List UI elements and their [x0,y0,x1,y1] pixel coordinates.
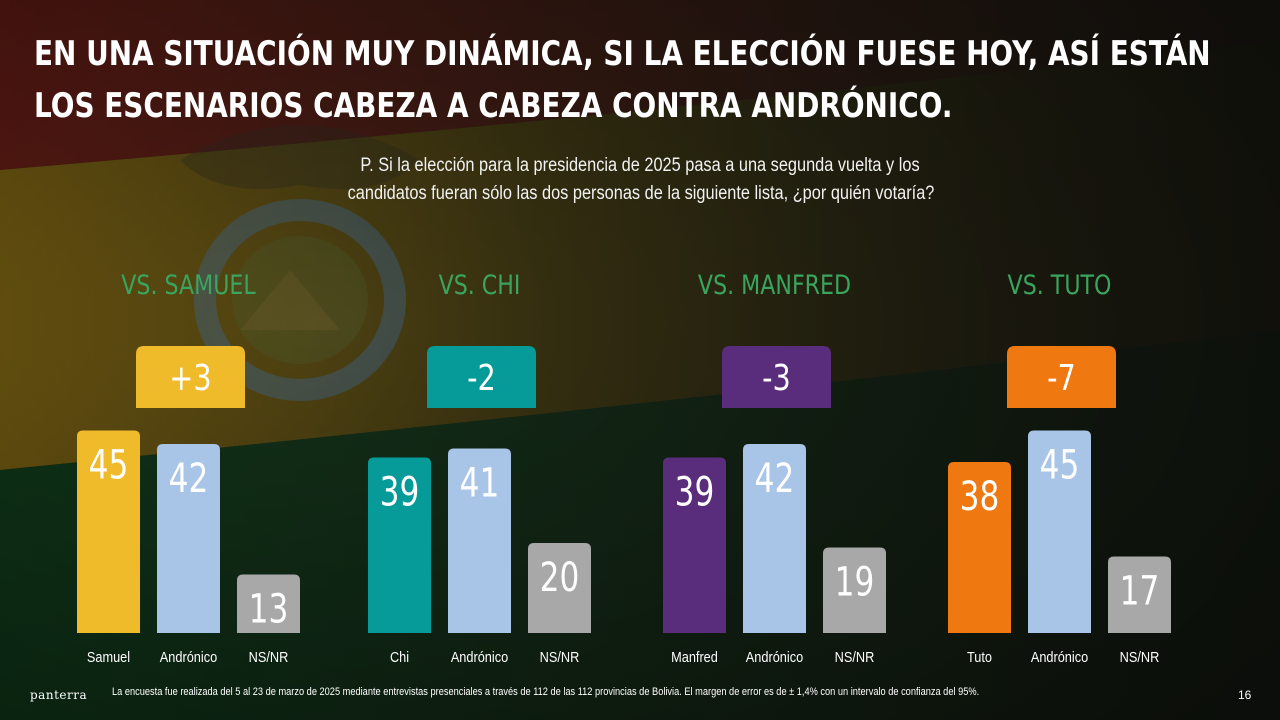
chart-heading: VS. CHI [439,269,521,301]
chart-group-1: VS. SAMUEL +3 45 Samuel 42 Andrónico 13 NS/NR [77,269,300,665]
difference-label: -7 [1047,357,1076,399]
bar-ns-nr [823,547,886,633]
methodology-footnote: La encuesta fue realizada del 5 al 23 de… [112,686,980,698]
category-label: NS/NR [249,648,289,665]
bar-value-label: 42 [169,456,209,502]
bar-value-label: 38 [960,474,1000,520]
bar-ns-nr [1108,556,1171,633]
question-line-2: candidatos fueran sólo las dos personas … [347,183,935,204]
category-label: Manfred [671,648,718,665]
bar-andr-nico [1028,430,1091,633]
bar-ns-nr [528,543,591,633]
page-number: 16 [1238,688,1252,702]
question-line-1: P. Si la elección para la presidencia de… [360,155,920,176]
difference-label: +3 [169,357,211,399]
bar-chi [368,457,431,633]
bar-value-label: 39 [380,470,420,516]
bar-manfred [663,457,726,633]
bar-value-label: 17 [1120,569,1160,615]
difference-badge [136,346,245,408]
title-line-2: LOS ESCENARIOS CABEZA A CABEZA CONTRA AN… [34,86,953,126]
bar-value-label: 45 [1040,443,1080,489]
category-label: Andrónico [1031,648,1089,665]
bar-value-label: 20 [540,555,580,601]
difference-badge [722,346,831,408]
bar-value-label: 39 [675,470,715,516]
category-label: NS/NR [540,648,580,665]
brand-logo: panterra [30,688,88,702]
category-label: NS/NR [1120,648,1160,665]
chart-group-3: VS. MANFRED -3 39 Manfred 42 Andrónico 19 NS/NR [663,269,886,665]
bar-samuel [77,430,140,633]
difference-label: -2 [467,357,496,399]
chart-group-4: VS. TUTO -7 38 Tuto 45 Andrónico 17 NS/NR [948,269,1171,665]
chart-group-2: VS. CHI -2 39 Chi 41 Andrónico 20 NS/NR [368,269,591,665]
category-label: Andrónico [451,648,509,665]
difference-badge [427,346,536,408]
bar-andr-nico [157,444,220,633]
bar-value-label: 42 [755,456,795,502]
bar-andr-nico [743,444,806,633]
chart-heading: VS. TUTO [1008,269,1112,301]
bar-andr-nico [448,448,511,633]
survey-question: P. Si la elección para la presidencia de… [347,152,935,208]
bar-tuto [948,462,1011,633]
category-label: Chi [390,648,409,665]
category-label: Tuto [967,648,992,665]
bar-value-label: 41 [460,461,500,507]
difference-badge [1007,346,1116,408]
bar-value-label: 19 [835,560,875,606]
chart-heading: VS. SAMUEL [121,269,256,301]
bar-value-label: 13 [249,587,289,633]
category-label: Samuel [87,648,130,665]
category-label: NS/NR [835,648,875,665]
category-label: Andrónico [160,648,218,665]
category-label: Andrónico [746,648,804,665]
bar-value-label: 45 [89,443,129,489]
difference-label: -3 [762,357,791,399]
bar-ns-nr [237,574,300,633]
chart-heading: VS. MANFRED [698,269,851,301]
